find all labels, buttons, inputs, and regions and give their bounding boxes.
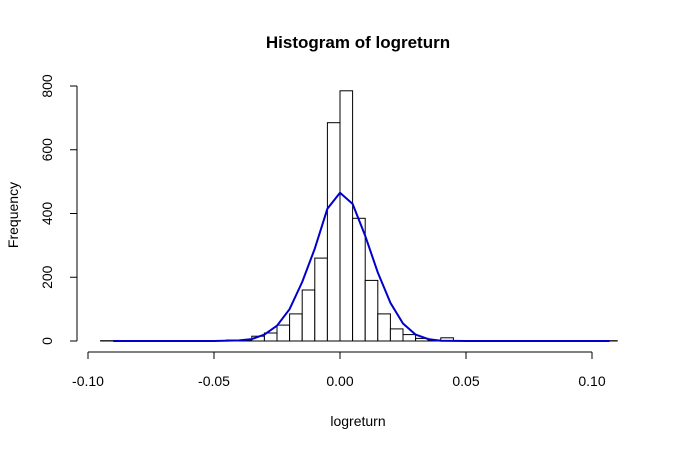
y-tick-label: 800 — [39, 74, 55, 98]
x-axis: -0.10 -0.05 0.00 0.05 0.10 — [72, 351, 606, 389]
histogram-bar — [377, 313, 391, 342]
histogram-bar — [364, 279, 379, 342]
histogram-bar — [314, 257, 328, 342]
histogram-bar — [301, 289, 316, 342]
histogram-bar — [402, 334, 417, 342]
histogram-bar — [276, 324, 291, 342]
x-tick-label: 0.00 — [326, 373, 353, 389]
y-axis: 0 200 400 600 800 — [39, 74, 78, 345]
x-axis-label: logreturn — [330, 413, 385, 429]
y-tick-label: 400 — [39, 202, 55, 226]
chart-title: Histogram of logreturn — [266, 33, 450, 52]
x-tick-label: 0.10 — [578, 373, 605, 389]
x-tick-label: -0.10 — [72, 373, 104, 389]
x-tick-label: 0.05 — [452, 373, 479, 389]
y-axis-label: Frequency — [5, 182, 21, 248]
density-curve-line — [113, 191, 610, 342]
x-tick-label: -0.05 — [198, 373, 230, 389]
histogram-bar — [326, 122, 341, 342]
histogram-bars — [100, 90, 618, 342]
y-tick-label: 600 — [39, 138, 55, 162]
y-tick-label: 0 — [39, 337, 55, 345]
histogram-bar — [352, 217, 366, 342]
y-tick-label: 200 — [39, 265, 55, 289]
histogram-bar — [339, 90, 354, 342]
density-curve-layer — [113, 191, 610, 342]
histogram-bar — [289, 313, 303, 342]
histogram-bar — [389, 328, 404, 342]
